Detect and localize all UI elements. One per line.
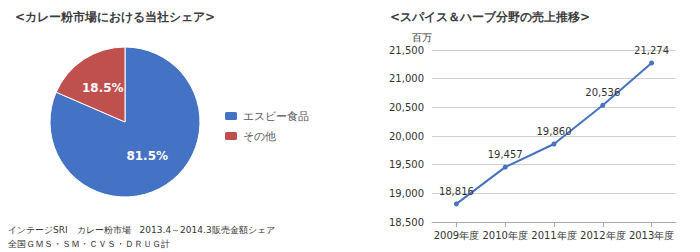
svg-text:19,457: 19,457 xyxy=(488,149,523,160)
svg-text:<カレー粉市場における当社シェア>: <カレー粉市場における当社シェア> xyxy=(15,10,215,24)
svg-text:20,536: 20,536 xyxy=(585,87,620,98)
svg-text:百万: 百万 xyxy=(412,32,432,43)
svg-text:21,274: 21,274 xyxy=(634,45,669,56)
svg-text:その他: その他 xyxy=(243,130,276,143)
svg-text:20,000: 20,000 xyxy=(389,131,424,142)
svg-text:19,860: 19,860 xyxy=(537,126,572,137)
svg-text:2009年度: 2009年度 xyxy=(434,230,479,241)
svg-text:全国ＧＭＳ・ＳＭ・ＣＶＳ・ＤＲＵＧ計: 全国ＧＭＳ・ＳＭ・ＣＶＳ・ＤＲＵＧ計 xyxy=(8,239,170,249)
svg-text:インテージSRI カレー粉市場 2013.4～2014.3販: インテージSRI カレー粉市場 2013.4～2014.3販売金額シェア xyxy=(8,225,275,235)
svg-text:81.5%: 81.5% xyxy=(126,149,168,163)
svg-text:21,500: 21,500 xyxy=(389,45,424,56)
svg-text:20,500: 20,500 xyxy=(389,102,424,113)
svg-text:<スパイス＆ハーブ分野の売上推移>: <スパイス＆ハーブ分野の売上推移> xyxy=(390,10,590,24)
svg-text:2011年度: 2011年度 xyxy=(531,230,576,241)
svg-text:21,000: 21,000 xyxy=(389,73,424,84)
svg-text:2010年度: 2010年度 xyxy=(482,230,527,241)
svg-text:19,000: 19,000 xyxy=(389,188,424,199)
svg-text:2013年度: 2013年度 xyxy=(629,230,674,241)
svg-text:19,500: 19,500 xyxy=(389,159,424,170)
svg-text:エスビー食品: エスビー食品 xyxy=(243,110,309,123)
svg-text:18,500: 18,500 xyxy=(389,217,424,228)
svg-text:18.5%: 18.5% xyxy=(82,81,124,95)
svg-text:2012年度: 2012年度 xyxy=(580,230,625,241)
svg-text:18,816: 18,816 xyxy=(439,186,474,197)
